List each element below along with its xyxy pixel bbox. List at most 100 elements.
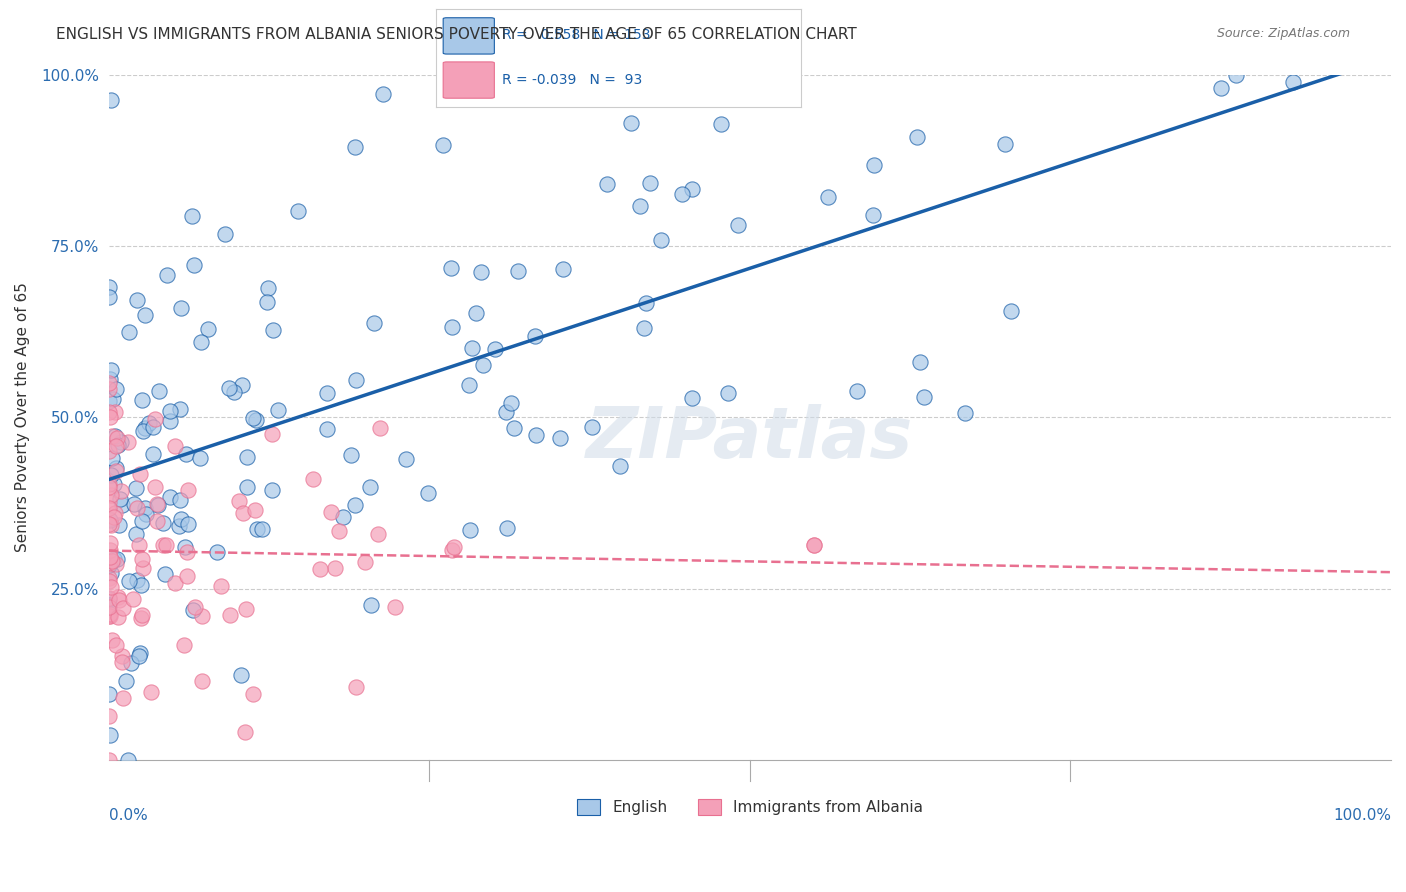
Point	[131, 514, 153, 528]
Point	[222, 384, 245, 399]
Point	[267, 402, 290, 417]
Point	[117, 753, 139, 767]
Point	[152, 538, 174, 552]
Point	[315, 422, 337, 436]
Point	[191, 673, 214, 688]
Point	[143, 411, 166, 425]
Point	[218, 381, 240, 395]
Point	[343, 498, 366, 512]
Point	[110, 483, 132, 498]
Point	[111, 649, 134, 664]
Point	[97, 609, 120, 624]
Point	[98, 376, 121, 391]
Text: R =   0.558   N = 153: R = 0.558 N = 153	[502, 29, 650, 43]
Point	[551, 262, 574, 277]
Point	[845, 384, 868, 399]
Point	[98, 609, 121, 624]
Point	[101, 429, 124, 443]
Point	[104, 506, 127, 520]
Point	[100, 488, 122, 502]
Point	[159, 491, 181, 505]
Point	[323, 561, 346, 575]
Point	[190, 334, 212, 349]
Point	[156, 268, 179, 282]
Point	[214, 227, 236, 241]
Point	[134, 308, 156, 322]
Point	[235, 480, 257, 494]
Point	[128, 467, 150, 482]
Point	[155, 538, 177, 552]
Point	[98, 549, 121, 564]
Point	[125, 527, 148, 541]
Point	[441, 543, 464, 558]
Point	[97, 404, 120, 418]
Point	[97, 600, 120, 615]
Point	[197, 322, 219, 336]
Point	[176, 545, 198, 559]
Point	[163, 576, 186, 591]
Point	[176, 448, 198, 462]
Point	[105, 638, 128, 652]
Point	[228, 493, 250, 508]
Point	[125, 573, 148, 587]
FancyBboxPatch shape	[443, 18, 495, 54]
Point	[508, 263, 530, 277]
Point	[111, 601, 134, 615]
Point	[98, 280, 121, 294]
Y-axis label: Seniors Poverty Over the Age of 65: Seniors Poverty Over the Age of 65	[15, 283, 30, 552]
Point	[108, 593, 131, 607]
Point	[129, 611, 152, 625]
Point	[231, 378, 253, 392]
Point	[183, 599, 205, 614]
Point	[176, 569, 198, 583]
Point	[107, 551, 129, 566]
Point	[134, 420, 156, 434]
Point	[501, 395, 523, 409]
Point	[104, 404, 127, 418]
Point	[173, 540, 195, 554]
Point	[146, 497, 169, 511]
Point	[354, 555, 377, 569]
Point	[682, 182, 704, 196]
Point	[103, 552, 125, 566]
Point	[98, 542, 121, 557]
Point	[803, 539, 825, 553]
Point	[332, 510, 354, 524]
Point	[159, 414, 181, 428]
Point	[98, 512, 121, 526]
Text: ZIPatlas: ZIPatlas	[586, 403, 914, 473]
Point	[143, 480, 166, 494]
Text: R = -0.039   N =  93: R = -0.039 N = 93	[502, 72, 643, 87]
Point	[183, 258, 205, 272]
Point	[101, 392, 124, 407]
Point	[862, 208, 884, 222]
Point	[97, 592, 120, 607]
Point	[148, 384, 170, 399]
Point	[97, 598, 120, 612]
Point	[97, 558, 120, 573]
Point	[125, 293, 148, 307]
Point	[461, 341, 484, 355]
Point	[340, 448, 363, 462]
Point	[120, 657, 142, 671]
Point	[440, 260, 463, 275]
Point	[104, 558, 127, 572]
Point	[121, 591, 143, 606]
Point	[457, 378, 479, 392]
Point	[163, 439, 186, 453]
Point	[671, 187, 693, 202]
Point	[524, 427, 547, 442]
Point	[114, 674, 136, 689]
Point	[681, 391, 703, 405]
Point	[107, 438, 129, 452]
Point	[634, 295, 657, 310]
Point	[1281, 75, 1303, 89]
Point	[344, 681, 367, 695]
Point	[173, 638, 195, 652]
Point	[262, 323, 284, 337]
Point	[169, 402, 191, 417]
Point	[100, 566, 122, 580]
Point	[128, 538, 150, 552]
Point	[98, 709, 121, 723]
Point	[233, 725, 256, 739]
